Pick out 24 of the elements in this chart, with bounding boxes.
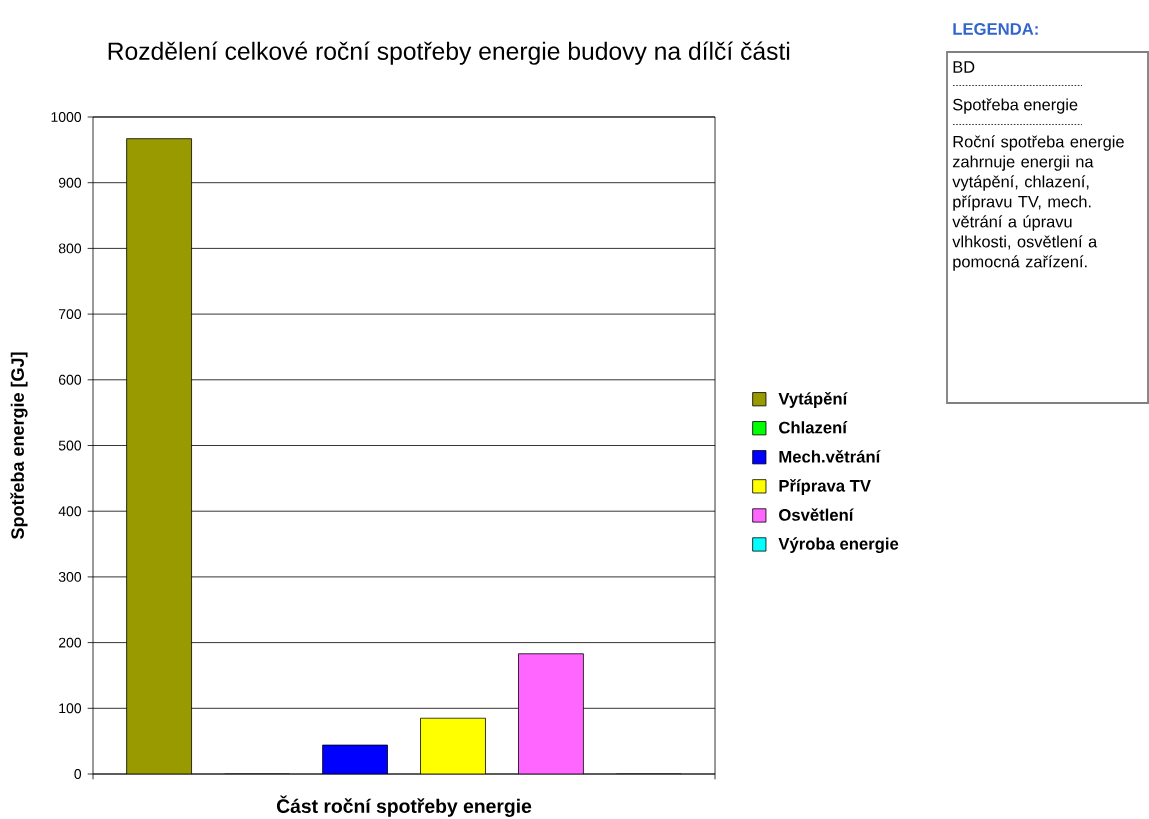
text: BD [953, 61, 975, 73]
text: LEGENDA: [953, 23, 1038, 35]
legend-label: Příprava TV [779, 479, 871, 495]
legend-label: Mech.větrání [779, 450, 881, 463]
x-axis-title: Část roční spotřeby energie [276, 795, 532, 817]
text: Spotřeba energie [953, 98, 1078, 114]
legend-label: Vytápění [778, 392, 848, 408]
text: Roční spotřeba energie zahrnuje energii na vytápění, chlazení, přípravu TV, mech. větrání a úpravu vlhkosti, osvětlení a pomocná zařízení. [952, 135, 1124, 271]
y-tick-label: 400 [58, 506, 82, 517]
legend-label: Chlazení [779, 421, 848, 434]
y-tick-label: 100 [59, 703, 82, 714]
y-tick-label: 600 [58, 374, 82, 385]
y-tick-label: 200 [58, 637, 82, 648]
y-axis-title: Spotřeba energie [GJ] [10, 352, 28, 539]
legend-label: Osvětlení [779, 508, 854, 521]
y-tick-label: 0 [74, 769, 82, 779]
chart-title: Rozdělení celkové roční spotřeby energie budovy na dílčí části [108, 41, 790, 65]
y-tick-label: 800 [58, 243, 82, 254]
y-tick-label: 900 [58, 177, 82, 188]
y-tick-label: 1000 [51, 112, 82, 122]
y-tick-label: 700 [58, 309, 82, 320]
legend-label: Výroba energie [778, 537, 899, 554]
y-tick-label: 300 [58, 571, 82, 582]
y-tick-label: 500 [58, 440, 82, 451]
